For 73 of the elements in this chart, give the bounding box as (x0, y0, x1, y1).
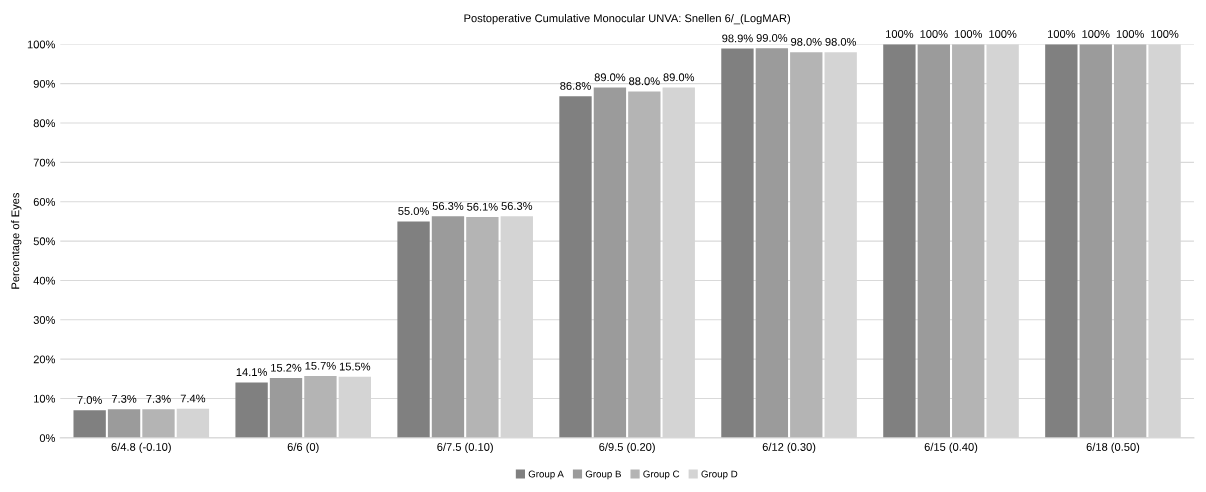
bar (593, 87, 627, 438)
data-label: 100% (1151, 30, 1179, 38)
x-tick-label: 6/6 (0) (287, 442, 319, 454)
bar (235, 382, 268, 438)
data-label: 100% (989, 30, 1017, 38)
y-tick-label: 50% (33, 237, 56, 246)
x-tick-label: 6/9.5 (0.20) (599, 442, 655, 454)
data-label: 100% (954, 30, 983, 38)
data-label: 7.3% (146, 394, 171, 403)
data-label: 99.0% (756, 33, 788, 42)
data-label: 7.4% (180, 394, 206, 403)
data-label: 100% (886, 30, 914, 38)
bar (142, 409, 175, 438)
y-tick-label: 90% (33, 79, 56, 88)
bar (107, 409, 141, 438)
x-tick-label: 6/4.8 (-0.10) (111, 442, 171, 454)
bar (269, 378, 303, 438)
data-label: 7.3% (111, 394, 137, 403)
data-label: 98.9% (722, 34, 753, 43)
bar (755, 48, 789, 438)
data-label: 100% (1047, 30, 1076, 38)
data-label: 88.0% (629, 77, 660, 86)
x-tick-label: 6/18 (0.50) (1086, 442, 1140, 454)
bar (1079, 44, 1112, 438)
bar (790, 52, 823, 438)
data-label: 15.2% (271, 363, 302, 372)
bar (952, 44, 985, 438)
y-tick-label: 100% (27, 40, 56, 49)
legend-label: Group A (528, 470, 564, 480)
bar (397, 221, 430, 438)
bar (1045, 44, 1078, 438)
data-label: 100% (920, 30, 948, 38)
data-label: 56.1% (467, 202, 498, 211)
bar (304, 376, 337, 438)
y-tick-label: 60% (33, 197, 56, 206)
data-label: 14.1% (236, 368, 267, 376)
y-tick-label: 80% (33, 119, 56, 128)
legend-label: Group B (585, 470, 621, 480)
bar (917, 44, 950, 438)
y-tick-label: 70% (33, 158, 56, 167)
y-tick-label: 40% (33, 276, 56, 285)
data-label: 89.0% (663, 73, 695, 82)
data-label: 56.3% (501, 202, 533, 210)
y-tick-label: 30% (33, 316, 56, 324)
x-tick-label: 6/12 (0.30) (762, 442, 816, 454)
data-label: 100% (1116, 30, 1144, 38)
legend-label: Group D (701, 470, 738, 480)
bar (431, 216, 465, 438)
bar (73, 410, 106, 438)
y-tick-label: 20% (33, 355, 56, 364)
x-tick-label: 6/15 (0.40) (924, 442, 978, 454)
data-label: 98.0% (825, 37, 857, 46)
data-label: 56.3% (432, 202, 464, 210)
bar (559, 96, 592, 438)
bar (721, 48, 754, 438)
bar (466, 217, 499, 438)
data-label: 86.8% (560, 82, 591, 90)
data-label: 100% (1082, 30, 1110, 38)
y-axis-title: Percentage of Eyes (11, 192, 22, 289)
data-label: 15.5% (339, 362, 371, 371)
bar (1114, 44, 1147, 438)
data-label: 98.0% (791, 37, 822, 46)
legend-label: Group C (643, 470, 680, 480)
bar (628, 91, 661, 438)
bar (883, 44, 916, 438)
data-label: 89.0% (594, 73, 626, 82)
chart-title: Postoperative Cumulative Monocular UNVA: Snellen 6/_(LogMAR) (464, 14, 790, 25)
y-tick-label: 0% (39, 434, 56, 443)
data-label: 55.0% (398, 207, 429, 216)
y-tick-label: 10% (34, 394, 56, 403)
data-label: 7.0% (77, 396, 102, 404)
x-tick-label: 6/7.5 (0.10) (437, 442, 493, 454)
data-label: 15.7% (305, 361, 336, 370)
